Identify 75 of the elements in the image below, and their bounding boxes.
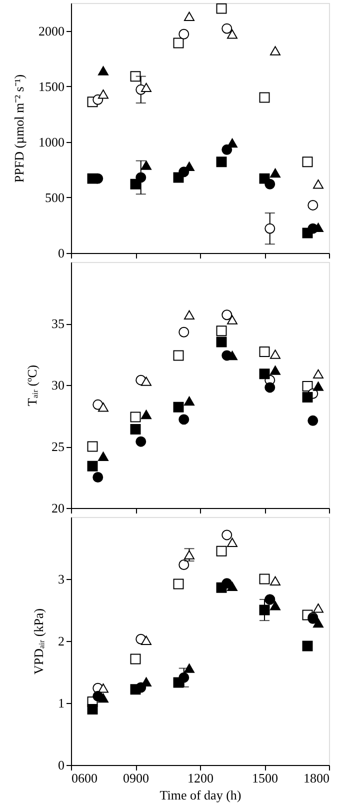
point	[178, 414, 190, 425]
y-tick-label: 30	[52, 378, 64, 392]
point	[216, 3, 227, 14]
point	[270, 168, 280, 178]
point	[222, 144, 232, 155]
point	[313, 180, 324, 189]
x-axis-title: Time of day (h)	[160, 788, 242, 802]
point	[141, 410, 152, 420]
point	[136, 172, 146, 183]
y-tick-label: 20	[52, 500, 64, 516]
point	[264, 223, 276, 234]
y-tick-label: 25	[52, 439, 64, 454]
point	[308, 415, 318, 426]
point	[87, 441, 98, 452]
point	[98, 66, 108, 76]
point	[98, 452, 108, 461]
point	[130, 412, 141, 422]
point	[222, 23, 232, 34]
point	[264, 178, 276, 190]
point	[227, 350, 238, 360]
point	[136, 436, 146, 447]
point	[227, 315, 238, 324]
y-axis-title: VPDₐᵢᵣ (kPa)	[31, 608, 46, 675]
point	[264, 382, 276, 393]
point	[184, 396, 194, 406]
point	[270, 350, 280, 359]
point	[173, 38, 184, 48]
point	[141, 82, 152, 92]
point	[216, 326, 227, 336]
point	[227, 30, 238, 39]
point	[308, 200, 318, 210]
point	[178, 326, 190, 338]
y-tick-label: 3	[58, 572, 64, 586]
y-tick-label: 1	[58, 696, 64, 710]
y-tick-label: 2	[58, 634, 64, 648]
y-tick-label: 1000	[38, 134, 64, 150]
point	[313, 382, 324, 391]
y-tick-label: 0	[58, 758, 64, 772]
point	[178, 28, 190, 40]
x-tick-label: 0600	[72, 770, 98, 786]
x-tick-label: 1200	[188, 770, 214, 786]
point	[98, 402, 108, 412]
point	[141, 376, 152, 386]
point	[184, 310, 194, 320]
x-tick-label: 1800	[304, 770, 330, 786]
y-tick-label: 35	[52, 316, 64, 331]
x-tick-label: 1500	[252, 770, 278, 786]
point	[259, 92, 270, 103]
point	[130, 424, 141, 435]
y-axis-title: PPFD (µmol m⁻² s⁻¹)	[12, 74, 26, 183]
point	[227, 138, 238, 148]
y-axis-title: Tₐᵢᵣ (ºC)	[24, 364, 40, 406]
point	[270, 366, 280, 375]
point	[216, 156, 227, 168]
point	[270, 46, 280, 56]
y-tick-label: 500	[45, 190, 64, 205]
point	[87, 460, 98, 472]
point	[141, 160, 152, 170]
point	[173, 402, 184, 412]
y-tick-label: 1500	[38, 78, 64, 94]
y-tick-label: 0	[58, 246, 64, 260]
point	[130, 71, 141, 82]
x-tick-label: 0900	[123, 770, 149, 786]
y-tick-label: 2000	[38, 23, 64, 38]
point	[222, 310, 232, 320]
point	[92, 472, 104, 482]
point	[259, 368, 270, 380]
point	[173, 350, 184, 361]
point	[302, 156, 313, 168]
point	[184, 12, 194, 21]
point	[259, 346, 270, 358]
point	[302, 392, 313, 403]
point	[313, 369, 324, 379]
point	[216, 336, 227, 348]
point	[98, 90, 108, 99]
